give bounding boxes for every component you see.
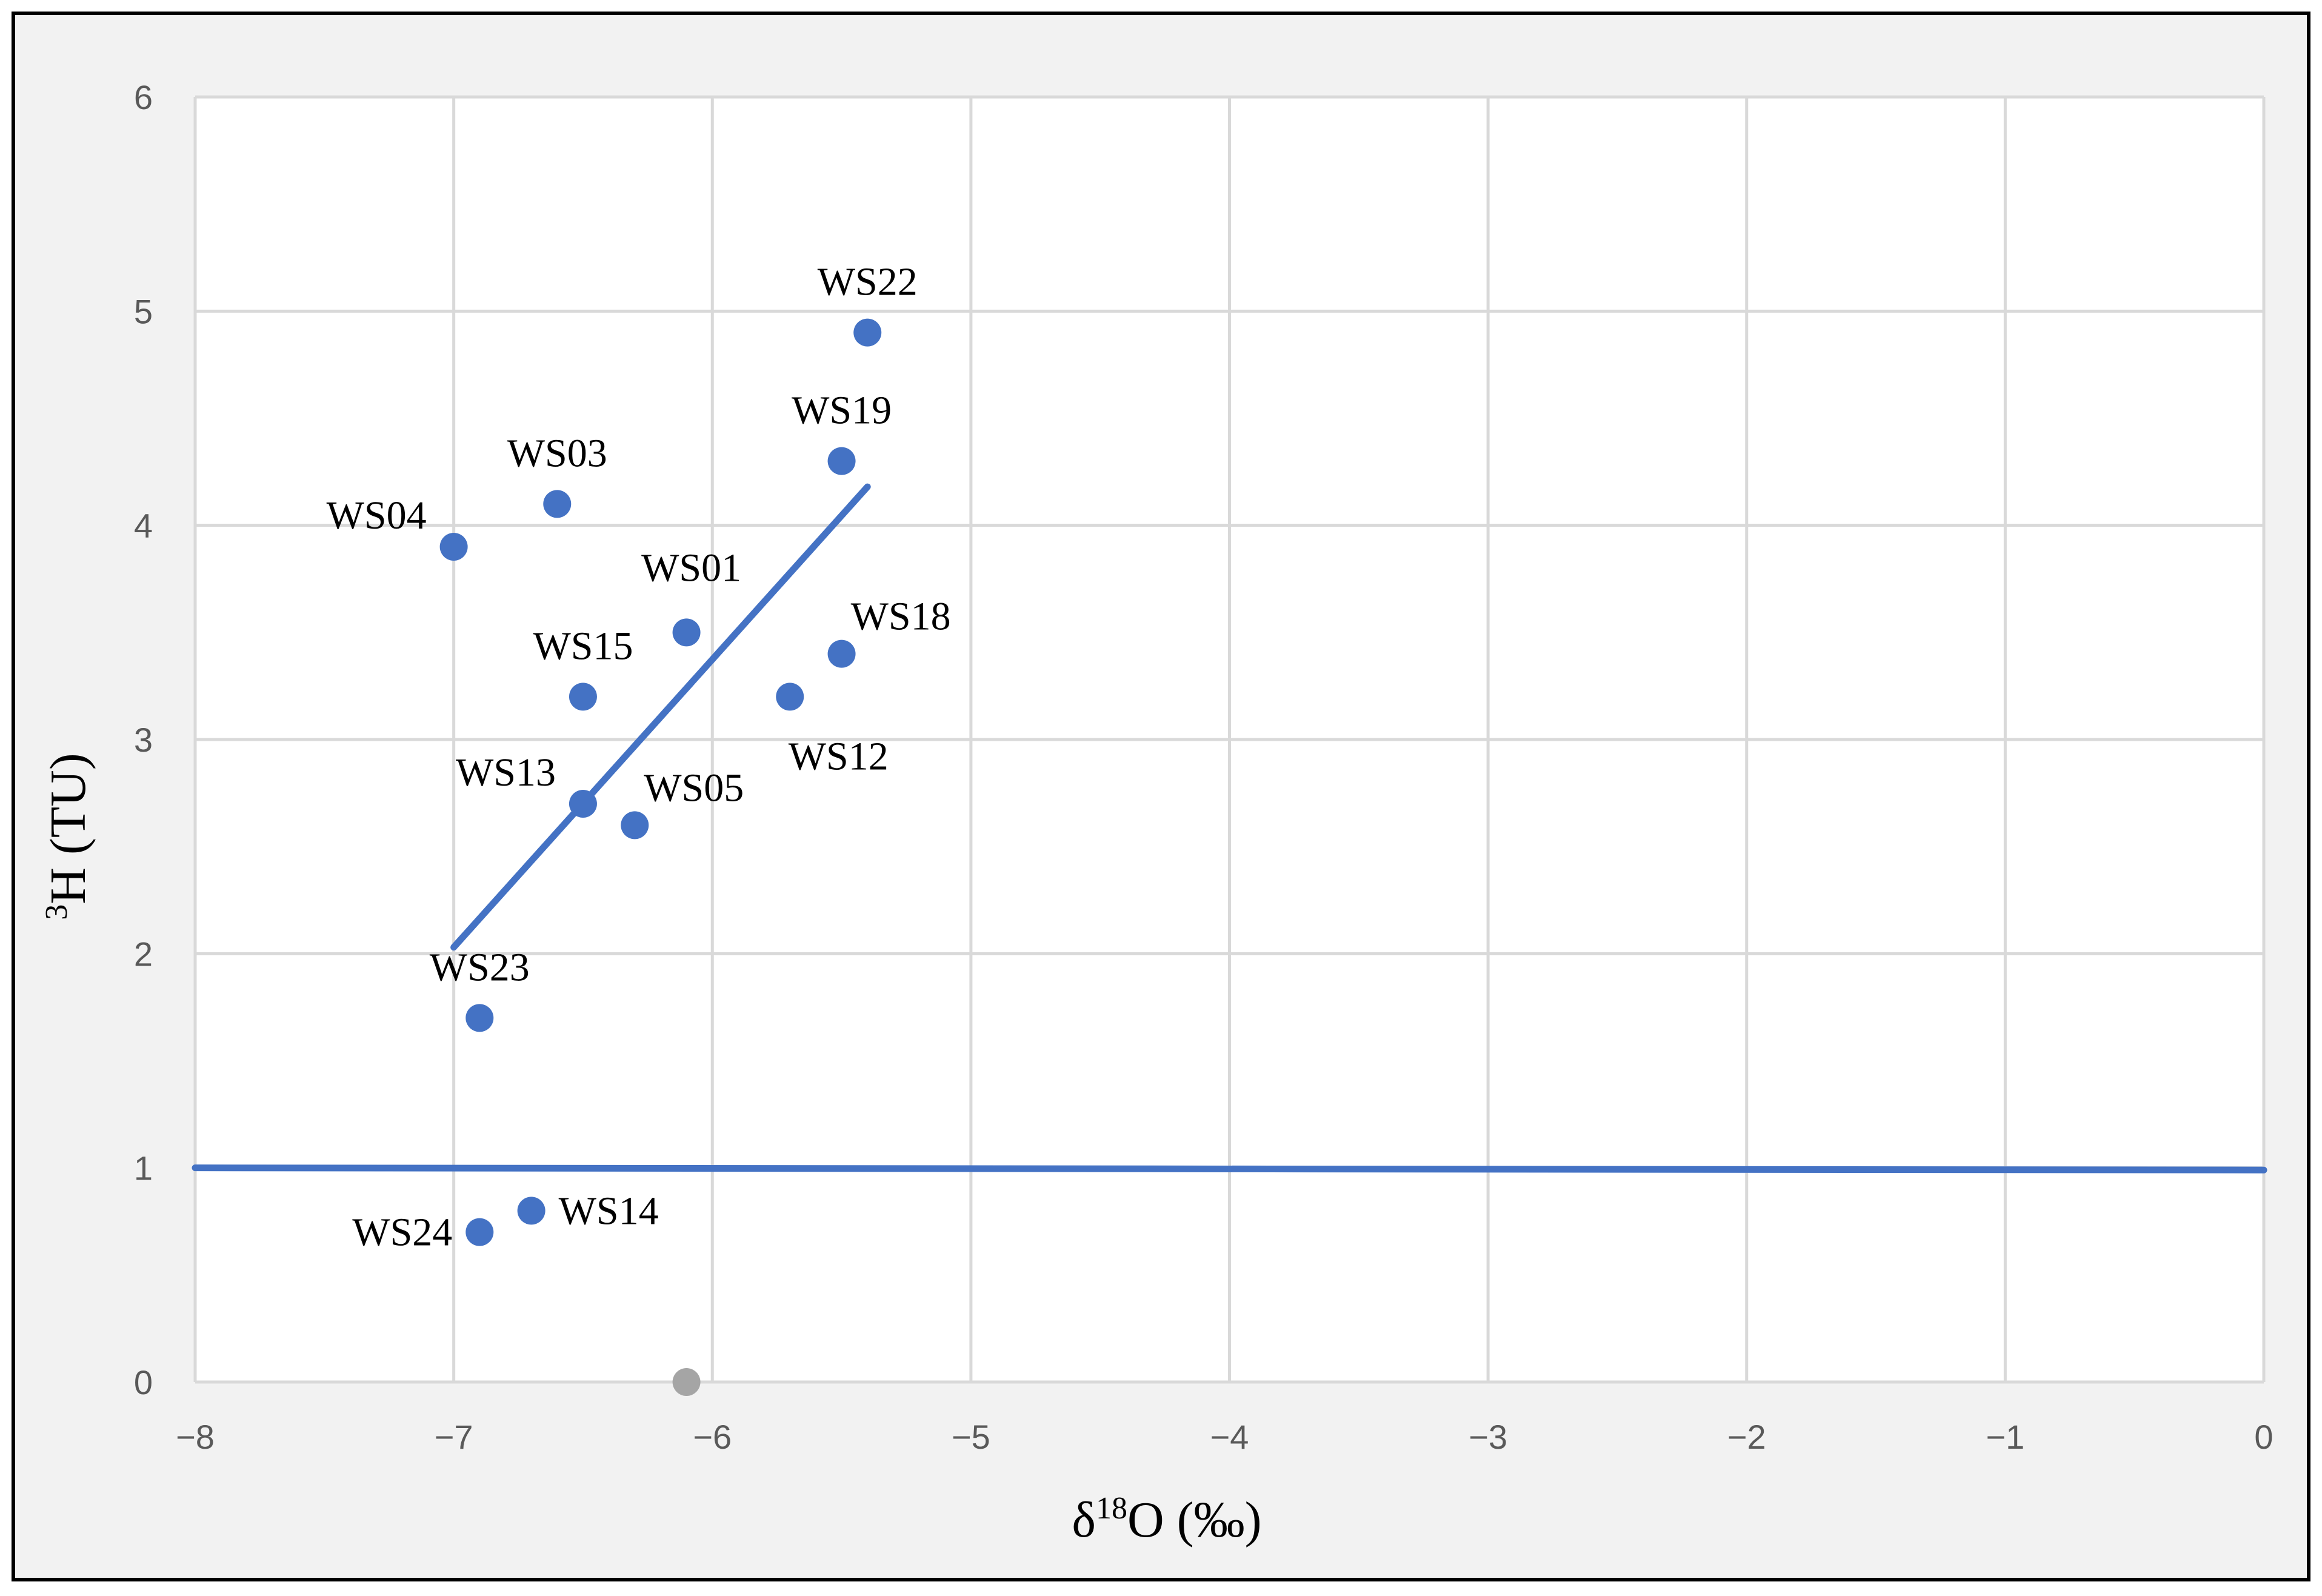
data-point-label: WS19	[792, 389, 892, 433]
y-tick-label: 2	[134, 935, 153, 973]
data-point	[827, 447, 856, 475]
reference-line-layer	[192, 1164, 2267, 1174]
data-point	[672, 618, 701, 647]
x-axis-title-main: δ	[1072, 1492, 1096, 1548]
x-axis-title: δ18O (‰)	[1072, 1491, 1261, 1548]
data-point-label: WS05	[644, 766, 744, 810]
data-point-label: WS24	[352, 1210, 452, 1255]
data-point	[569, 790, 597, 818]
data-point-label: WS18	[851, 595, 951, 639]
data-point	[827, 639, 856, 668]
x-tick-label: −6	[693, 1418, 732, 1456]
data-point	[517, 1197, 545, 1225]
y-tick-label: 1	[134, 1149, 153, 1187]
data-point	[776, 683, 804, 711]
trend-line-layer	[450, 483, 871, 951]
x-tick-label: −4	[1210, 1418, 1249, 1456]
data-point-label: WS01	[641, 546, 741, 590]
data-point	[439, 533, 468, 561]
data-point-label: WS23	[430, 945, 530, 989]
x-axis-title-superscript: 18	[1096, 1491, 1127, 1526]
x-tick-label: −2	[1727, 1418, 1766, 1456]
data-point-gray	[672, 1368, 701, 1396]
x-axis-title-rest: O (‰)	[1127, 1492, 1262, 1548]
y-tick-label: 4	[134, 507, 153, 545]
y-tick-label: 6	[134, 78, 153, 116]
data-point-label: WS03	[507, 431, 607, 475]
data-point	[465, 1218, 494, 1246]
trend-line	[450, 483, 871, 951]
data-point-label: WS22	[818, 260, 918, 304]
y-axis-title-rest: H (TU)	[40, 753, 96, 904]
y-tick-label: 0	[134, 1363, 153, 1401]
x-tick-label: −1	[1986, 1418, 2024, 1456]
tick-labels: −8 −7 −6 −5 −4 −3 −2 −1 0 0 1 2 3 4 5 6	[134, 78, 2274, 1456]
x-tick-label: −8	[176, 1418, 215, 1456]
data-point-label: WS13	[456, 750, 556, 795]
data-point-label: WS04	[327, 493, 427, 538]
reference-line	[192, 1164, 2267, 1174]
data-point-label: WS14	[559, 1189, 659, 1233]
x-tick-label: −7	[435, 1418, 473, 1456]
data-points	[439, 318, 882, 1396]
data-point	[621, 811, 649, 840]
x-tick-label: 0	[2254, 1418, 2273, 1456]
data-point	[569, 683, 597, 711]
x-tick-label: −5	[952, 1418, 990, 1456]
y-tick-label: 3	[134, 721, 153, 759]
data-point-label: WS15	[533, 624, 633, 668]
data-point	[543, 490, 572, 518]
y-tick-label: 5	[134, 292, 153, 330]
x-tick-label: −3	[1469, 1418, 1507, 1456]
data-point	[853, 318, 882, 347]
data-point-label: WS12	[789, 734, 889, 778]
y-axis-title-superscript: 3	[39, 904, 74, 920]
y-axis-title: 3H (TU)	[39, 753, 96, 920]
point-labels: WS22 WS19 WS03 WS04 WS01 WS18 WS15 WS12 WS13 WS05…	[327, 260, 951, 1255]
data-point	[465, 1004, 494, 1032]
